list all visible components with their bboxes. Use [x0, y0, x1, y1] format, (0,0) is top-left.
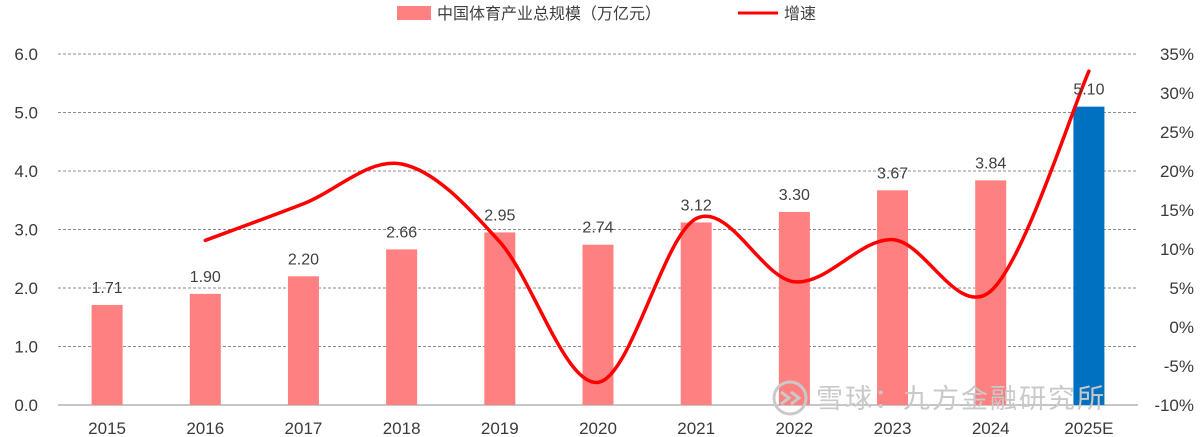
bar-data-label: 1.90 — [190, 269, 221, 286]
left-axis-ticks: 0.0 1.0 2.0 3.0 4.0 5.0 6.0 — [14, 45, 38, 415]
y-right-tick-label: 15% — [1160, 201, 1194, 220]
y-left-tick-label: 0.0 — [14, 396, 38, 415]
x-tick-label: 2023 — [874, 419, 912, 437]
bar — [287, 276, 319, 405]
bar-data-label: 3.84 — [975, 155, 1006, 172]
x-tick-label: 2017 — [285, 419, 323, 437]
bar-data-label: 1.71 — [92, 280, 123, 297]
snowball-logo-mark-icon — [780, 390, 802, 406]
bar — [386, 249, 418, 405]
x-tick-label: 2024 — [972, 419, 1010, 437]
y-right-tick-label: 30% — [1160, 84, 1194, 103]
x-tick-label: 2020 — [579, 419, 617, 437]
x-tick-label: 2021 — [677, 419, 715, 437]
bar-data-label: 2.95 — [484, 207, 515, 224]
bar — [778, 211, 810, 405]
right-axis-ticks: -10% -5% 0% 5% 10% 15% 20% 25% 30% 35% — [1154, 45, 1194, 415]
bar-data-label: 2.66 — [386, 224, 417, 241]
y-left-tick-label: 5.0 — [14, 104, 38, 123]
x-tick-label: 2022 — [775, 419, 813, 437]
y-left-tick-label: 6.0 — [14, 45, 38, 64]
bar-data-label: 5.10 — [1073, 82, 1104, 99]
y-right-tick-label: 10% — [1160, 240, 1194, 259]
bar-data-label: 2.20 — [288, 251, 319, 268]
y-left-tick-label: 4.0 — [14, 162, 38, 181]
bar-series — [91, 106, 1105, 406]
legend: 中国体育产业总规模（万亿元） 增速 — [397, 4, 816, 23]
y-right-tick-label: 25% — [1160, 123, 1194, 142]
y-right-tick-label: 20% — [1160, 162, 1194, 181]
x-tick-label: 2018 — [383, 419, 421, 437]
bar — [877, 190, 909, 405]
y-left-tick-label: 1.0 — [14, 338, 38, 357]
bar — [1073, 106, 1105, 406]
snowball-logo-icon — [772, 380, 808, 416]
growth-line-series — [203, 69, 1091, 385]
y-right-tick-label: 0% — [1169, 318, 1194, 337]
watermark-text: 雪球：九方金融研究所 — [816, 384, 1106, 415]
bar — [484, 232, 516, 405]
legend-label-line: 增速 — [784, 4, 816, 23]
y-right-tick-label: 35% — [1160, 45, 1194, 64]
y-left-tick-label: 3.0 — [14, 221, 38, 240]
bar-data-label: 2.74 — [582, 220, 613, 237]
y-right-tick-label: 5% — [1169, 279, 1194, 298]
bar-data-labels: 1.71 1.90 2.20 2.66 2.95 2.74 3.12 3.30 3.67 3.84… — [92, 82, 1105, 297]
bar — [91, 304, 123, 405]
x-tick-label: 2016 — [186, 419, 224, 437]
y-left-tick-label: 2.0 — [14, 279, 38, 298]
x-axis-ticks: 2015 2016 2017 2018 2019 2020 2021 2022 2023 2024… — [88, 419, 1113, 437]
watermark: 雪球：九方金融研究所 — [772, 380, 1106, 416]
x-tick-label: 2015 — [88, 419, 126, 437]
bar — [680, 222, 712, 405]
legend-label-bar: 中国体育产业总规模（万亿元） — [437, 4, 661, 23]
growth-line — [203, 69, 1091, 385]
legend-swatch-bar — [397, 6, 431, 20]
x-tick-label: 2019 — [481, 419, 519, 437]
bar — [189, 293, 221, 405]
bar-data-label: 3.67 — [877, 165, 908, 182]
y-right-tick-label: -10% — [1154, 396, 1194, 415]
x-tick-label: 2025E — [1064, 419, 1113, 437]
bar-data-label: 3.12 — [681, 197, 712, 214]
bar-data-label: 3.30 — [779, 187, 810, 204]
y-right-tick-label: -5% — [1164, 357, 1194, 376]
